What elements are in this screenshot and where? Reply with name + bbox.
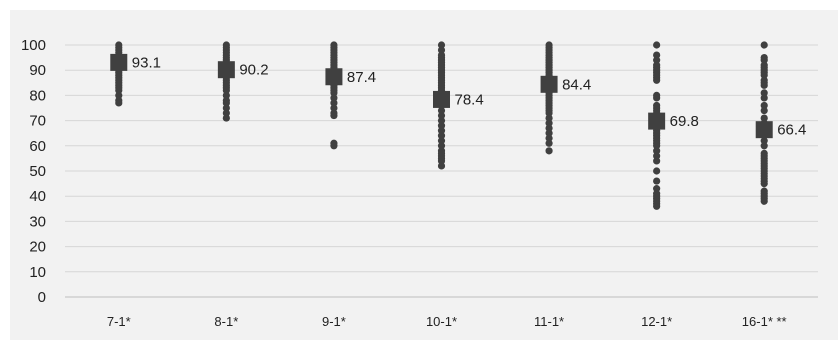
data-point-3-23 — [437, 111, 446, 120]
y-tick-label-3: 30 — [29, 213, 46, 230]
data-point-5-9 — [653, 76, 661, 84]
data-point-6-11 — [760, 89, 768, 97]
data-point-3-28 — [437, 137, 446, 145]
x-axis: 7-1* 8-1* 9-1* 10-1* 11-1* 12-1* 16-1* ** — [107, 314, 787, 329]
data-point-0-21 — [115, 99, 123, 107]
data-point-3-24 — [437, 117, 446, 125]
data-point-6-21 — [760, 142, 768, 150]
data-point-1-21 — [222, 99, 230, 107]
data-point-5-0 — [653, 41, 661, 49]
y-tick-label-5: 50 — [29, 163, 46, 180]
data-point-4-31 — [545, 129, 553, 137]
mean-marker-3 — [433, 90, 450, 108]
mean-label-4: 84.4 — [562, 76, 591, 93]
data-point-6-39 — [760, 197, 768, 205]
data-point-3-22 — [437, 106, 446, 115]
data-point-5-39 — [653, 202, 661, 210]
data-point-3-35 — [437, 162, 446, 170]
data-point-5-33 — [653, 185, 661, 193]
data-point-5-29 — [653, 152, 661, 160]
y-axis: 0 10 20 30 40 50 60 70 80 90 100 — [21, 37, 46, 306]
data-point-5-11 — [653, 94, 661, 102]
data-point-2-21 — [330, 99, 338, 107]
data-point-1-22 — [222, 104, 230, 112]
mean-label-6: 66.4 — [777, 122, 806, 139]
y-tick-label-10: 100 — [21, 37, 46, 54]
data-point-1-19 — [222, 91, 230, 99]
mean-label-0: 93.1 — [132, 54, 161, 71]
data-point-5-2 — [653, 56, 661, 64]
data-point-6-14 — [760, 106, 768, 115]
mean-label-2: 87.4 — [347, 69, 376, 86]
x-tick-label-3: 10-1* — [426, 314, 457, 329]
data-point-3-25 — [437, 122, 446, 130]
data-point-1-23 — [222, 109, 230, 117]
data-point-6-13 — [760, 101, 768, 110]
y-tick-label-1: 10 — [29, 264, 46, 281]
data-point-6-0 — [760, 41, 768, 49]
data-point-2-22 — [330, 104, 338, 112]
data-point-6-7 — [760, 71, 768, 79]
data-point-3-29 — [437, 142, 446, 150]
data-point-5-27 — [653, 142, 661, 150]
data-point-5-28 — [653, 147, 661, 155]
data-point-5-31 — [653, 167, 661, 175]
data-point-3-27 — [437, 132, 446, 140]
y-tick-label-0: 0 — [38, 289, 46, 306]
data-point-2-19 — [330, 89, 338, 97]
data-point-6-20 — [760, 137, 768, 145]
y-tick-label-6: 60 — [29, 138, 46, 155]
x-tick-label-4: 11-1* — [534, 314, 564, 329]
data-point-3-0 — [437, 41, 446, 49]
mean-label-1: 90.2 — [239, 62, 268, 79]
mean-marker-4 — [540, 75, 558, 93]
data-point-1-24 — [222, 114, 230, 122]
data-point-4-30 — [545, 124, 553, 132]
data-point-6-2 — [760, 56, 768, 64]
data-point-4-28 — [545, 114, 553, 122]
data-point-6-34 — [760, 180, 768, 188]
data-point-1-18 — [222, 86, 230, 94]
chart-panel: 0 10 20 30 40 50 60 70 80 90 100 7-1* 8-1* 9-1* 10-1*… — [10, 10, 838, 340]
y-tick-label-7: 70 — [29, 113, 46, 130]
mean-marker-0 — [110, 53, 128, 71]
x-tick-label-2: 9-1* — [322, 314, 346, 329]
y-tick-label-9: 90 — [29, 62, 46, 79]
x-tick-label-5: 12-1* — [641, 314, 672, 329]
mean-marker-2 — [325, 68, 343, 86]
x-tick-label-1: 8-1* — [214, 314, 238, 329]
mean-marker-5 — [648, 112, 666, 130]
data-point-6-12 — [760, 94, 768, 102]
y-tick-label-4: 40 — [29, 188, 46, 205]
data-point-3-26 — [437, 127, 446, 135]
data-point-0-18 — [115, 86, 123, 94]
data-point-5-32 — [653, 177, 661, 185]
mean-marker-1 — [217, 61, 235, 79]
data-point-4-27 — [545, 109, 553, 117]
data-point-3-1 — [437, 46, 446, 54]
mean-markers: 93.1 90.2 87.4 78.4 84.4 69.8 66.4 — [110, 53, 806, 139]
data-point-6-10 — [760, 81, 768, 89]
y-tick-label-2: 20 — [29, 239, 46, 256]
data-point-3-34 — [437, 157, 446, 165]
chart-svg: 0 10 20 30 40 50 60 70 80 90 100 7-1* 8-1* 9-1* 10-1*… — [21, 37, 818, 329]
mean-label-5: 69.8 — [670, 113, 699, 130]
y-tick-label-8: 80 — [29, 87, 46, 104]
data-point-2-24 — [330, 111, 338, 120]
data-point-4-32 — [545, 134, 553, 142]
mean-marker-6 — [755, 121, 773, 139]
data-point-0-19 — [115, 91, 123, 99]
mean-label-3: 78.4 — [455, 91, 484, 108]
data-point-4-33 — [545, 139, 553, 147]
data-point-6-15 — [760, 114, 768, 122]
data-point-5-1 — [653, 51, 661, 59]
x-tick-label-6: 16-1* ** — [742, 314, 787, 329]
data-point-2-26 — [330, 142, 338, 150]
x-tick-label-0: 7-1* — [107, 314, 131, 329]
data-point-2-20 — [330, 94, 338, 102]
data-point-5-30 — [653, 157, 661, 165]
data-point-4-34 — [545, 147, 553, 155]
data-point-4-29 — [545, 119, 553, 127]
